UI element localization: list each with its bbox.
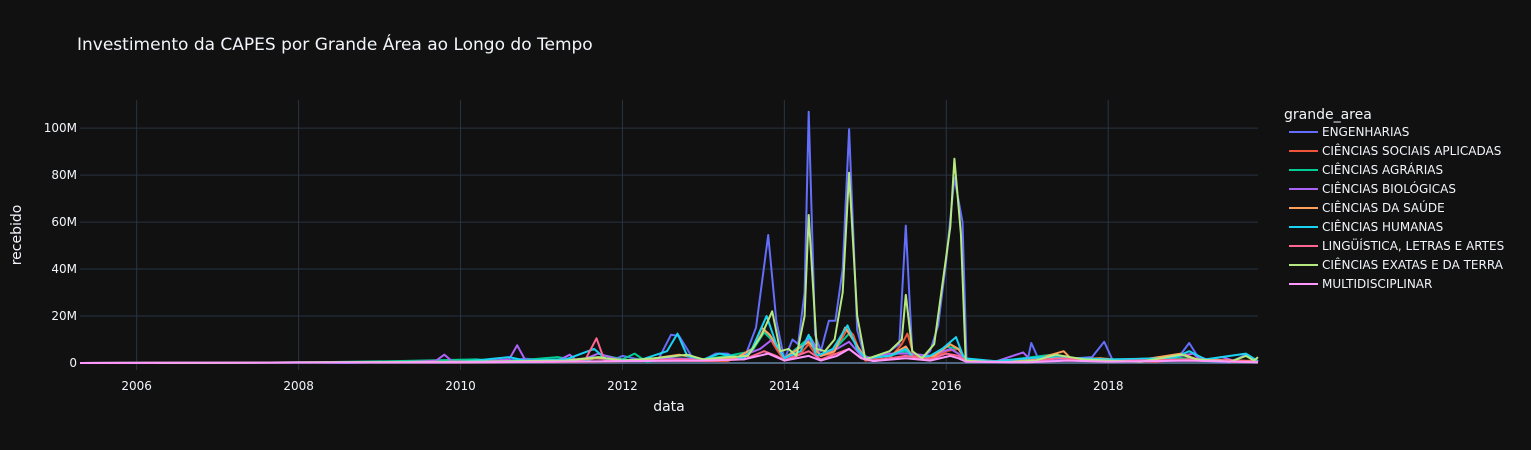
legend[interactable]: grande_area ENGENHARIAS CIÊNCIAS SOCIAIS … [1284,107,1504,291]
legend-label: CIÊNCIAS AGRÁRIAS [1322,162,1443,177]
x-tick-label: 2012 [607,379,638,393]
x-axis-title: data [653,399,685,415]
series-line-7[interactable] [156,157,1259,364]
x-tick-label: 2014 [769,379,800,393]
legend-item-4[interactable]: CIÊNCIAS DA SAÚDE [1289,200,1445,215]
y-axis-ticks: 0 20M 40M 60M 80M 100M [44,121,77,370]
grid [80,100,1258,370]
x-tick-label: 2006 [121,379,152,393]
legend-item-6[interactable]: LINGÜÍSTICA, LETRAS E ARTES [1289,237,1504,253]
x-tick-label: 2010 [445,379,476,393]
legend-label: CIÊNCIAS BIOLÓGICAS [1322,181,1456,196]
y-axis-title: recebido [9,205,25,266]
y-tick-label: 80M [51,168,77,182]
legend-label: CIÊNCIAS DA SAÚDE [1322,200,1445,215]
series-line-8[interactable] [79,347,1259,364]
x-tick-label: 2008 [283,379,314,393]
legend-items[interactable]: ENGENHARIAS CIÊNCIAS SOCIAIS APLICADAS CIÊ… [1289,125,1504,291]
series-line-0[interactable] [80,110,1259,364]
legend-label: CIÊNCIAS EXATAS E DA TERRA [1322,257,1504,272]
legend-label: MULTIDISCIPLINAR [1322,277,1432,291]
series-lines[interactable] [79,110,1259,364]
x-axis-ticks: 2006 2008 2010 2012 2014 2016 2018 [121,379,1123,393]
legend-item-8[interactable]: MULTIDISCIPLINAR [1289,277,1432,291]
legend-label: ENGENHARIAS [1322,125,1409,139]
y-tick-label: 100M [44,121,77,135]
legend-item-1[interactable]: CIÊNCIAS SOCIAIS APLICADAS [1289,143,1501,158]
y-tick-label: 20M [51,309,77,323]
legend-label: CIÊNCIAS SOCIAIS APLICADAS [1322,143,1501,158]
legend-label: LINGÜÍSTICA, LETRAS E ARTES [1322,237,1504,253]
x-tick-label: 2018 [1093,379,1124,393]
y-tick-label: 0 [69,356,77,370]
legend-item-2[interactable]: CIÊNCIAS AGRÁRIAS [1289,162,1443,177]
y-tick-label: 40M [51,262,77,276]
legend-label: CIÊNCIAS HUMANAS [1322,219,1443,234]
chart-title: Investimento da CAPES por Grande Área ao… [77,33,593,55]
y-tick-label: 60M [51,215,77,229]
legend-item-0[interactable]: ENGENHARIAS [1289,125,1409,139]
x-tick-label: 2016 [931,379,962,393]
legend-item-3[interactable]: CIÊNCIAS BIOLÓGICAS [1289,181,1456,196]
legend-item-7[interactable]: CIÊNCIAS EXATAS E DA TERRA [1289,257,1504,272]
legend-item-5[interactable]: CIÊNCIAS HUMANAS [1289,219,1443,234]
legend-title: grande_area [1284,107,1372,123]
